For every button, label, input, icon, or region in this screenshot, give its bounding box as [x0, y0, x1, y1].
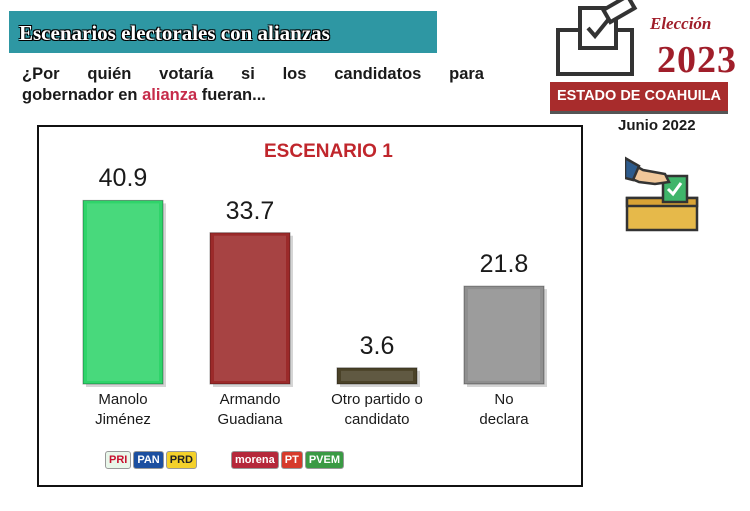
- bar-chart: [82, 199, 547, 387]
- category-label-line: No: [494, 391, 514, 408]
- question-highlight: alianza: [142, 86, 198, 104]
- logo-word: Elección: [650, 14, 712, 33]
- party-badge-pt: PT: [280, 451, 303, 469]
- bar: [82, 199, 164, 385]
- category-label-line: Guadiana: [217, 411, 283, 428]
- category-label-line: Armando: [219, 391, 281, 408]
- page-title: Escenarios electorales con alianzas: [19, 21, 330, 45]
- bar-highlight: [341, 370, 413, 381]
- party-badge-pvem: PVEM: [304, 451, 344, 469]
- category-label-line: declara: [479, 411, 529, 428]
- party-badge-morena: morena: [231, 451, 279, 469]
- title-banner: Escenarios electorales con alianzas: [9, 11, 437, 53]
- category-label-line: Otro partido o: [331, 391, 423, 408]
- category-label: Manolo Jiménez: [60, 390, 186, 430]
- category-label-line: Jiménez: [95, 411, 151, 428]
- chart-title: ESCENARIO 1: [264, 141, 393, 162]
- state-banner: ESTADO DE COAHUILA: [550, 82, 728, 114]
- question-word: si: [241, 65, 255, 83]
- value-label: 33.7: [225, 196, 275, 225]
- bar: [463, 285, 545, 385]
- coalition-logos-manolo: PRI PAN PRD: [105, 443, 197, 477]
- value-label: 40.9: [98, 164, 148, 193]
- coalition-logos-armando: morena PT PVEM: [231, 443, 344, 477]
- bar-highlight: [214, 235, 286, 381]
- question-word: para: [449, 65, 484, 83]
- question-line-1: ¿Por quién votaría si los candidatos par…: [22, 64, 484, 85]
- party-badge-prd: PRD: [165, 451, 197, 469]
- question-word: quién: [87, 65, 132, 83]
- party-badge-pri: PRI: [105, 451, 132, 469]
- vote-hand-icon: [625, 156, 699, 232]
- question-text-before: gobernador en: [22, 86, 143, 104]
- category-label-line: Manolo: [98, 391, 148, 408]
- election-logo: Elección 2023 ESTADO DE COAHUILA Junio 2…: [550, 0, 750, 140]
- chart-frame: ESCENARIO 1 40.9 33.7 3.6 21.8 Manolo Ji…: [37, 125, 583, 487]
- category-label: Otro partido o candidato: [314, 390, 440, 430]
- question-word: votaría: [159, 65, 214, 83]
- value-label: 3.6: [359, 331, 395, 360]
- question-text: ¿Por quién votaría si los candidatos par…: [22, 64, 484, 106]
- bar-highlight: [87, 203, 159, 381]
- category-label: Armando Guadiana: [187, 390, 313, 430]
- bar-highlight: [468, 289, 540, 381]
- value-label: 21.8: [479, 250, 529, 279]
- question-word: ¿Por: [22, 65, 60, 83]
- category-label-line: candidato: [344, 411, 410, 428]
- question-text-after: fueran...: [197, 86, 266, 104]
- bar: [209, 232, 291, 385]
- bar: [336, 367, 418, 385]
- party-badge-pan: PAN: [133, 451, 164, 469]
- question-word: candidatos: [334, 65, 422, 83]
- survey-date: Junio 2022: [618, 117, 696, 134]
- category-label: No declara: [441, 390, 567, 430]
- question-line-2: gobernador en alianza fueran...: [22, 85, 484, 106]
- ballot-box-icon: [556, 0, 638, 76]
- logo-year: 2023: [657, 39, 737, 81]
- question-word: los: [282, 65, 307, 83]
